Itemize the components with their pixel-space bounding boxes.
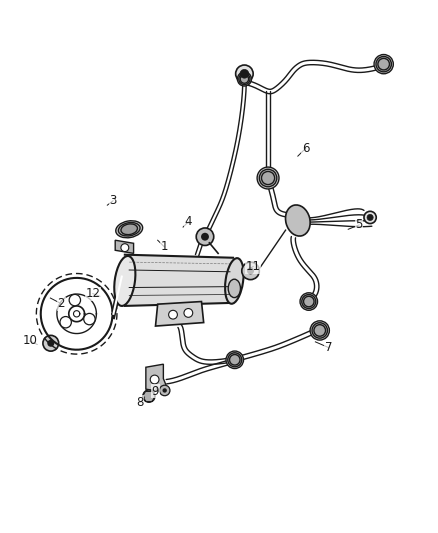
Text: 11: 11: [246, 260, 261, 273]
Circle shape: [60, 317, 71, 328]
Ellipse shape: [121, 224, 138, 235]
Text: 12: 12: [85, 287, 100, 300]
Circle shape: [247, 268, 254, 274]
Polygon shape: [125, 255, 233, 305]
Circle shape: [261, 172, 275, 184]
Circle shape: [312, 323, 328, 338]
Circle shape: [239, 74, 250, 85]
Circle shape: [84, 313, 95, 325]
Text: 4: 4: [184, 215, 192, 228]
Ellipse shape: [116, 221, 143, 238]
Circle shape: [236, 65, 253, 83]
Circle shape: [240, 69, 249, 78]
Polygon shape: [146, 364, 166, 392]
Polygon shape: [155, 302, 204, 326]
Ellipse shape: [118, 222, 140, 236]
Text: 7: 7: [325, 341, 332, 354]
Circle shape: [201, 233, 209, 241]
Circle shape: [242, 262, 259, 280]
Text: 9: 9: [152, 385, 159, 398]
Circle shape: [237, 72, 251, 86]
Text: 10: 10: [22, 335, 37, 348]
Circle shape: [169, 310, 177, 319]
Circle shape: [300, 293, 318, 310]
Circle shape: [162, 388, 167, 393]
Ellipse shape: [225, 258, 244, 304]
Text: 1: 1: [160, 240, 168, 253]
Text: 5: 5: [356, 219, 363, 231]
Circle shape: [43, 335, 59, 351]
Text: 2: 2: [57, 297, 65, 310]
Ellipse shape: [286, 205, 310, 236]
Circle shape: [159, 385, 170, 395]
Circle shape: [310, 321, 329, 340]
Text: 6: 6: [302, 142, 310, 155]
Circle shape: [226, 351, 244, 368]
Circle shape: [121, 244, 129, 252]
Circle shape: [314, 325, 325, 336]
Circle shape: [378, 58, 389, 70]
Circle shape: [240, 75, 249, 83]
Circle shape: [304, 296, 314, 307]
Ellipse shape: [114, 256, 135, 306]
Polygon shape: [115, 240, 134, 253]
Circle shape: [257, 167, 279, 189]
Circle shape: [302, 295, 316, 309]
Circle shape: [143, 390, 155, 402]
Circle shape: [376, 56, 392, 72]
Text: 3: 3: [110, 195, 117, 207]
Circle shape: [230, 354, 240, 365]
Circle shape: [374, 54, 393, 74]
Text: 8: 8: [137, 396, 144, 409]
Circle shape: [228, 353, 242, 367]
Circle shape: [184, 309, 193, 317]
Circle shape: [150, 375, 159, 384]
Circle shape: [259, 169, 277, 187]
Circle shape: [47, 340, 54, 347]
Ellipse shape: [228, 279, 240, 297]
Circle shape: [367, 214, 373, 221]
Circle shape: [196, 228, 214, 246]
Circle shape: [364, 211, 376, 223]
Circle shape: [69, 294, 81, 306]
